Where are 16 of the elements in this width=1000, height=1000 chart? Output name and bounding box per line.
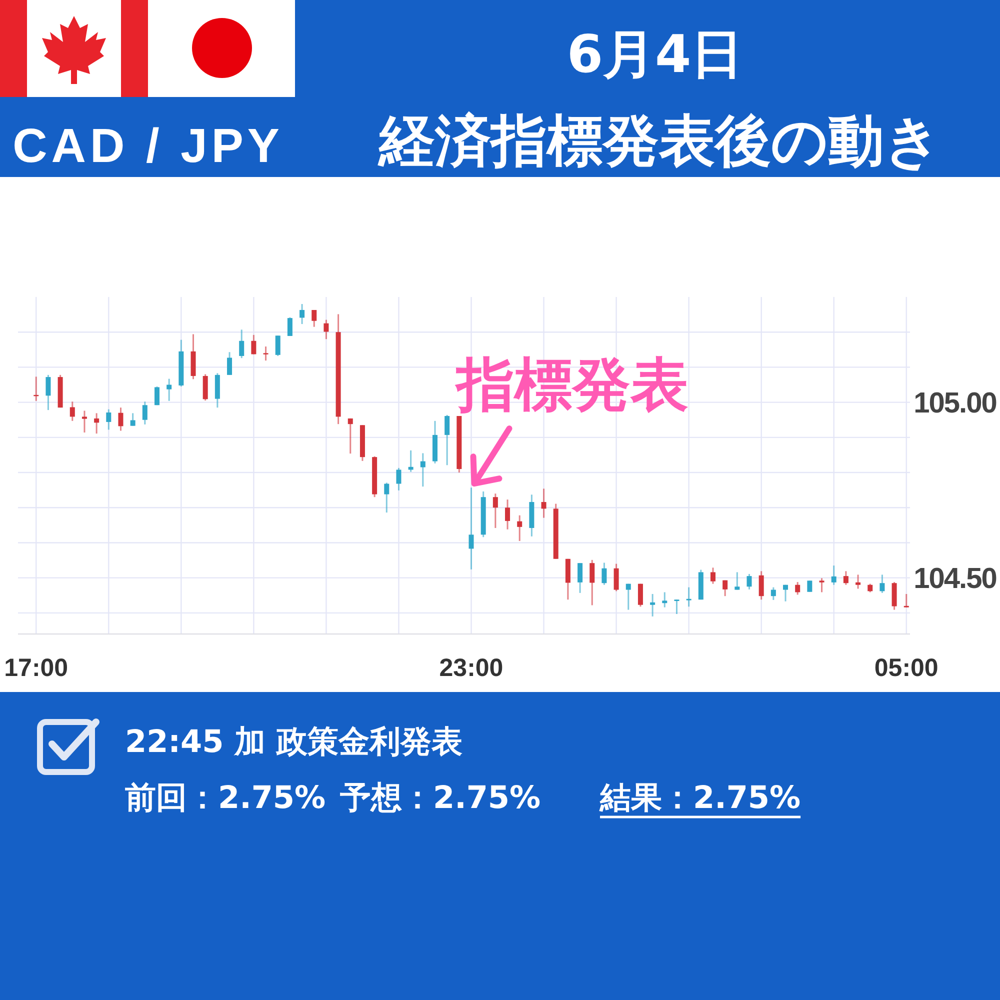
candlestick — [287, 316, 292, 337]
text: 前回：2.75% — [125, 780, 326, 816]
x-tick-label: 23:00 — [439, 654, 504, 682]
candlestick — [807, 580, 812, 593]
y-tick-label: 105.00 — [914, 387, 996, 420]
annotation: 指標発表 — [454, 350, 688, 419]
chart-title: 6月4日 — [566, 25, 744, 85]
y-tick-label: 104.50 — [914, 562, 996, 595]
chart-subtitle: 経済指標発表後の動き — [377, 109, 941, 174]
text: 22:45 加 政策金利発表 — [125, 724, 462, 760]
text: CAD / JPY — [12, 120, 284, 173]
candlestick — [275, 334, 280, 357]
x-tick-label: 05:00 — [874, 654, 938, 682]
text: 予想：2.75% — [339, 780, 541, 816]
x-tick-label: 17:00 — [4, 654, 68, 682]
text: 結果：2.75% — [599, 780, 801, 816]
